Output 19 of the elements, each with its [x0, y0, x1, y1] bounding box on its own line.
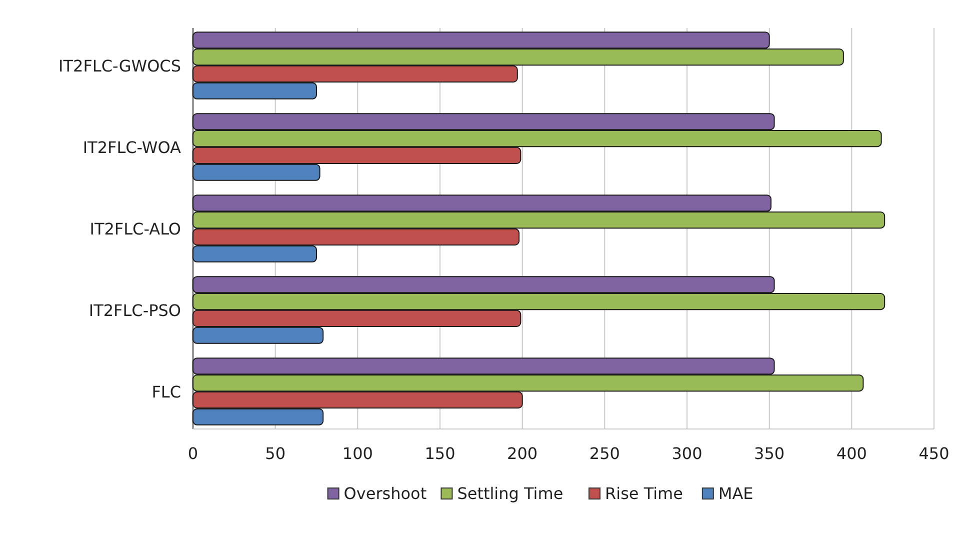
- x-tick-label: 450: [918, 444, 950, 463]
- y-tick-label: IT2FLC-WOA: [82, 138, 182, 157]
- legend-label: MAE: [718, 484, 754, 503]
- y-tick-label: IT2FLC-GWOCS: [58, 56, 181, 76]
- y-tick-label: IT2FLC-PSO: [88, 301, 181, 320]
- x-tick-label: 50: [265, 444, 286, 463]
- x-tick-label: 300: [672, 444, 702, 463]
- x-tick-label: 150: [424, 444, 456, 463]
- legend-label: Rise Time: [605, 484, 683, 503]
- x-tick-label: 250: [589, 444, 620, 463]
- x-tick-label: 100: [342, 444, 373, 463]
- legend-label: Overshoot: [344, 484, 427, 503]
- x-tick-label: 200: [507, 444, 538, 463]
- y-tick-label: FLC: [152, 382, 181, 402]
- legend-label: Settling Time: [457, 484, 564, 503]
- x-tick-label: 0: [188, 444, 198, 463]
- y-tick-label: IT2FLC-ALO: [90, 220, 181, 238]
- x-tick-label: 350: [754, 444, 785, 463]
- x-tick-label: 400: [836, 444, 867, 463]
